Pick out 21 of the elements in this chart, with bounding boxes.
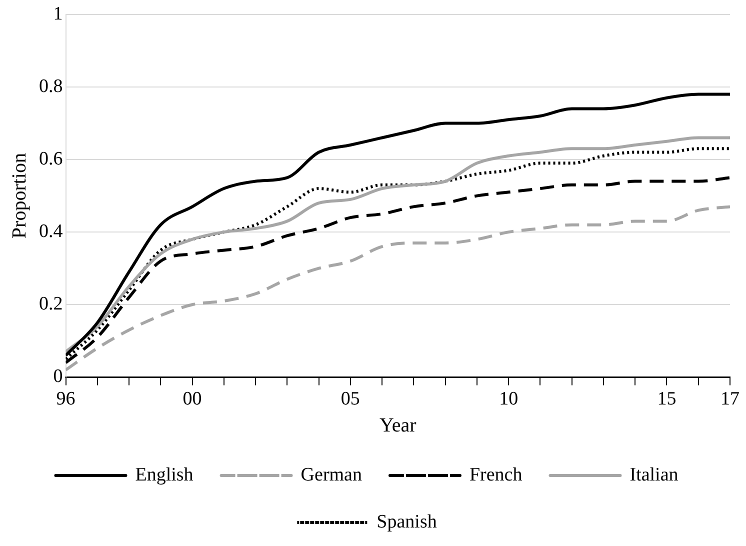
y-tick-label: 0.8: [39, 76, 63, 97]
legend-label: English: [135, 464, 194, 486]
y-tick-label: 0.6: [39, 148, 63, 170]
x-tick-label: 05: [340, 388, 360, 410]
legend-label: French: [469, 464, 523, 486]
x-tick-label: 00: [182, 388, 202, 410]
y-axis-title: Proportion: [8, 153, 30, 239]
line-series: [66, 92, 730, 357]
x-tick-label: 10: [499, 388, 518, 410]
x-tick-label: 96: [56, 388, 76, 410]
y-tick-label: 0.4: [39, 221, 64, 242]
line-series: [66, 205, 730, 372]
y-tick-label: 0.2: [39, 294, 63, 315]
x-tick-label: 17: [720, 388, 740, 410]
legend-label: German: [300, 464, 362, 486]
legend-label: Spanish: [376, 511, 438, 532]
x-axis-title: Year: [379, 414, 417, 436]
x-tick-label: 15: [657, 388, 676, 410]
y-tick-label: 1: [53, 3, 63, 24]
y-tick-label: 0: [53, 366, 63, 388]
legend-label: Italian: [630, 464, 679, 486]
